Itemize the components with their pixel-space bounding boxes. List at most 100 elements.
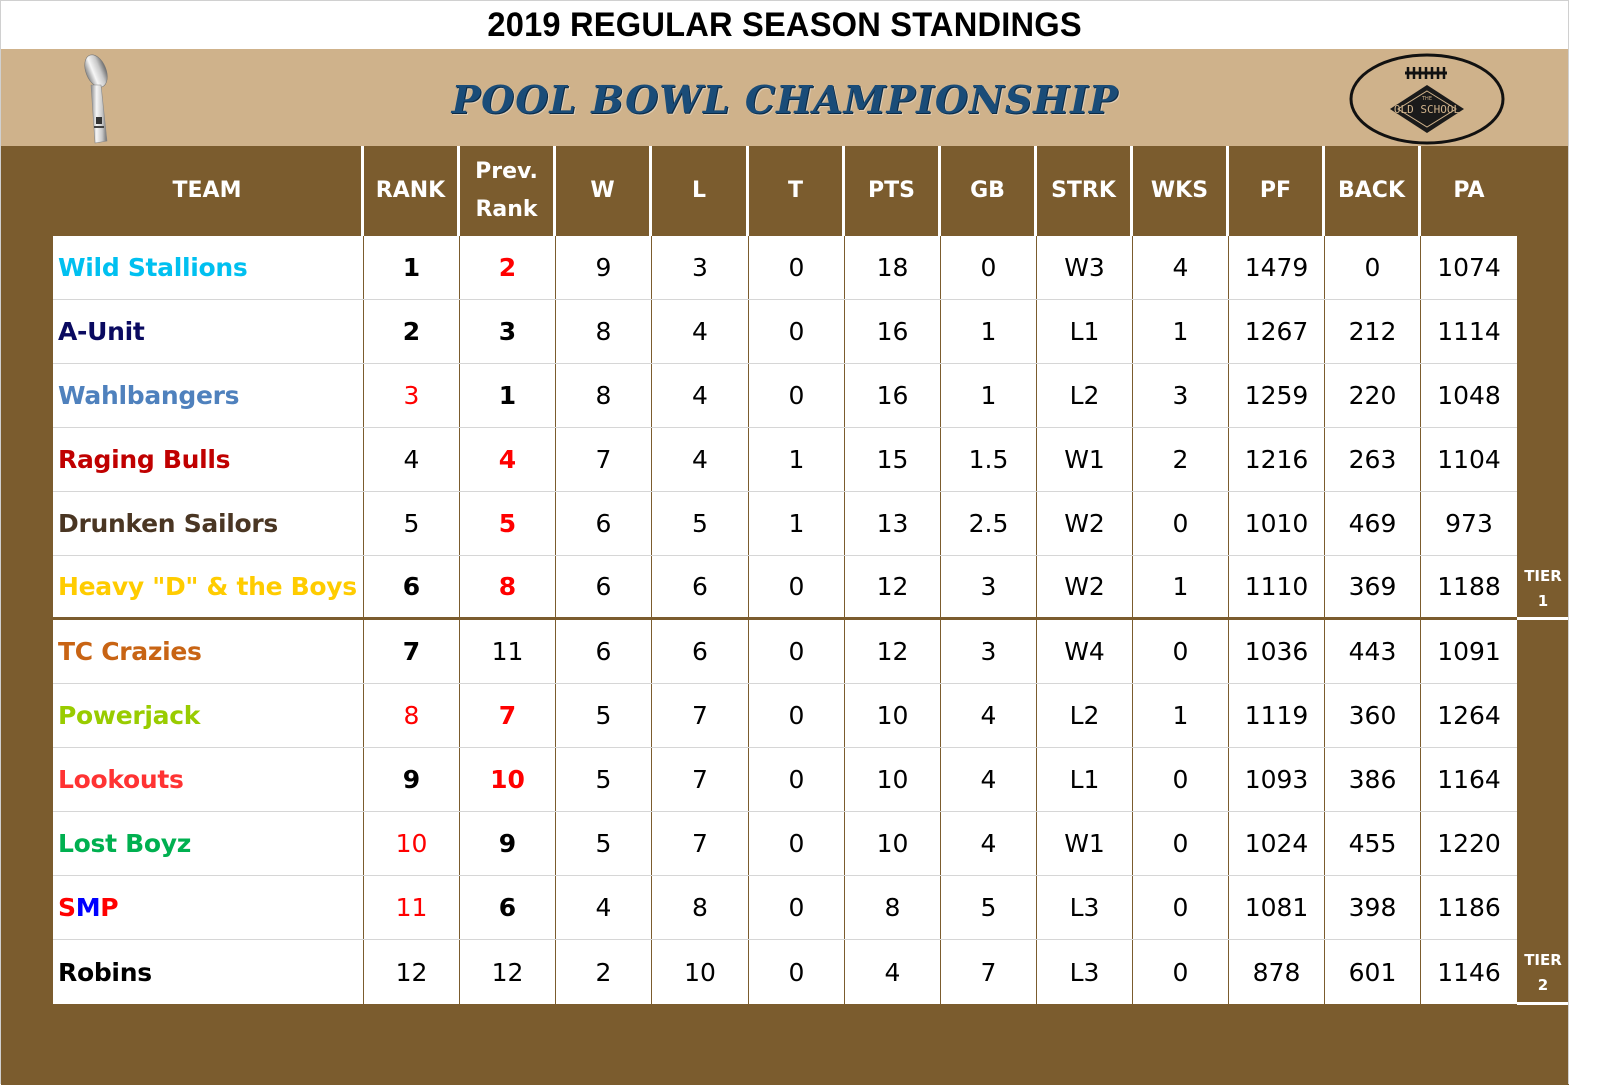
ties-cell: 1 xyxy=(749,492,845,555)
ties-cell: 0 xyxy=(749,236,845,299)
table-row[interactable]: Wahlbangers 3 1 8 4 0 16 1 L2 3 1259 220 1048 xyxy=(53,364,1517,428)
losses-cell: 7 xyxy=(652,684,749,747)
weeks-cell: 0 xyxy=(1133,940,1229,1004)
column-header-pf[interactable]: PF xyxy=(1229,146,1325,236)
points-against-cell: 1188 xyxy=(1437,572,1501,601)
prev-rank-cell: 12 xyxy=(460,940,556,1004)
table-row[interactable]: Lost Boyz 10 9 5 7 0 10 4 W1 0 1024 455 1220 xyxy=(53,812,1517,876)
column-header-wks[interactable]: WKS xyxy=(1133,146,1229,236)
streak-cell: L2 xyxy=(1037,684,1133,747)
streak-cell: W4 xyxy=(1037,620,1133,683)
back-cell: 263 xyxy=(1325,428,1421,491)
points-for-cell: 878 xyxy=(1229,940,1325,1004)
prev-rank-cell: 7 xyxy=(460,684,556,747)
points-for-cell: 1010 xyxy=(1229,492,1325,555)
ties-cell: 1 xyxy=(749,428,845,491)
column-header-prev-rank[interactable]: Prev. Rank xyxy=(460,146,556,236)
losses-cell: 5 xyxy=(652,492,749,555)
points-against-cell: 973 xyxy=(1445,509,1493,538)
team-name: Robins xyxy=(53,940,364,1004)
column-header-rank[interactable]: RANK xyxy=(364,146,460,236)
prev-rank-cell: 11 xyxy=(460,620,556,683)
points-cell: 12 xyxy=(845,556,941,617)
games-back-cell: 5 xyxy=(941,876,1037,939)
table-row[interactable]: Heavy "D" & the Boys 6 8 6 6 0 12 3 W2 1 1110 369 11… xyxy=(53,556,1517,620)
team-name: Wahlbangers xyxy=(53,364,364,427)
page-title: 2019 REGULAR SEASON STANDINGS xyxy=(487,5,1083,44)
tier-label-text: TIER xyxy=(1524,951,1562,969)
column-header-team[interactable]: TEAM xyxy=(53,146,364,236)
column-header-t[interactable]: T xyxy=(749,146,845,236)
weeks-cell: 0 xyxy=(1133,492,1229,555)
table-row[interactable]: Powerjack 8 7 5 7 0 10 4 L2 1 1119 360 1264 xyxy=(53,684,1517,748)
weeks-cell: 1 xyxy=(1133,300,1229,363)
header-label: WKS xyxy=(1150,178,1209,203)
weeks-cell: 4 xyxy=(1133,236,1229,299)
back-cell: 360 xyxy=(1325,684,1421,747)
table-row[interactable]: A-Unit 2 3 8 4 0 16 1 L1 1 1267 212 1114 xyxy=(53,300,1517,364)
streak-cell: L1 xyxy=(1037,300,1133,363)
games-back-cell: 0 xyxy=(941,236,1037,299)
wins-cell: 6 xyxy=(556,620,652,683)
table-row[interactable]: TC Crazies 7 11 6 6 0 12 3 W4 0 1036 443 1091 xyxy=(53,620,1517,684)
tier-label-text: TIER xyxy=(1524,567,1562,585)
wins-cell: 2 xyxy=(556,940,652,1004)
back-cell: 369 xyxy=(1325,556,1421,617)
table-row[interactable]: S M P 11 6 4 8 0 8 5 L3 0 1081 398 1186 xyxy=(53,876,1517,940)
weeks-cell: 1 xyxy=(1133,556,1229,617)
points-for-cell: 1036 xyxy=(1229,620,1325,683)
team-name: Wild Stallions xyxy=(53,236,364,299)
banner: POOL BOWL CHAMPIONSHIP THE OLD SCHOOL xyxy=(1,49,1569,146)
column-header-gb[interactable]: GB xyxy=(941,146,1037,236)
rank-cell: 5 xyxy=(364,492,460,555)
column-header-w[interactable]: W xyxy=(556,146,652,236)
losses-cell: 6 xyxy=(652,620,749,683)
column-header-pa[interactable]: PA xyxy=(1421,146,1517,236)
wins-cell: 8 xyxy=(556,300,652,363)
ties-cell: 0 xyxy=(749,684,845,747)
prev-rank-cell: 10 xyxy=(460,748,556,811)
column-header-strk[interactable]: STRK xyxy=(1037,146,1133,236)
wins-cell: 8 xyxy=(556,364,652,427)
rank-cell: 12 xyxy=(364,940,460,1004)
table-row[interactable]: Wild Stallions 1 2 9 3 0 18 0 W3 4 1479 0 1074 xyxy=(53,236,1517,300)
rank-cell: 4 xyxy=(364,428,460,491)
table-row[interactable]: Lookouts 9 10 5 7 0 10 4 L1 0 1093 386 1164 xyxy=(53,748,1517,812)
streak-cell: W1 xyxy=(1037,812,1133,875)
streak-cell: L3 xyxy=(1037,876,1133,939)
points-cell: 16 xyxy=(845,364,941,427)
weeks-cell: 0 xyxy=(1133,748,1229,811)
tier-label-number: 2 xyxy=(1537,976,1549,994)
points-for-cell: 1479 xyxy=(1229,236,1325,299)
games-back-cell: 3 xyxy=(941,620,1037,683)
prev-rank-cell: 8 xyxy=(460,556,556,617)
table-row[interactable]: Robins 12 12 2 10 0 4 7 L3 0 878 601 1146 xyxy=(53,940,1517,1004)
column-header-l[interactable]: L xyxy=(652,146,749,236)
column-header-pts[interactable]: PTS xyxy=(845,146,941,236)
prev-rank-cell: 1 xyxy=(460,364,556,427)
header-label: PTS xyxy=(868,178,915,203)
table-row[interactable]: Raging Bulls 4 4 7 4 1 15 1.5 W1 2 1216 263 1104 xyxy=(53,428,1517,492)
back-cell: 601 xyxy=(1325,940,1421,1004)
prev-rank-cell: 9 xyxy=(460,812,556,875)
points-against-cell: 1146 xyxy=(1437,957,1501,987)
header-label: W xyxy=(590,178,615,203)
back-cell: 469 xyxy=(1325,492,1421,555)
back-cell: 220 xyxy=(1325,364,1421,427)
ties-cell: 0 xyxy=(749,300,845,363)
weeks-cell: 0 xyxy=(1133,812,1229,875)
ties-cell: 0 xyxy=(749,748,845,811)
header-label: STRK xyxy=(1051,178,1116,203)
header-label: TEAM xyxy=(172,178,242,203)
table-row[interactable]: Drunken Sailors 5 5 6 5 1 13 2.5 W2 0 1010 469 973 xyxy=(53,492,1517,556)
header-label: L xyxy=(691,178,707,203)
svg-text:THE: THE xyxy=(1421,96,1432,102)
wins-cell: 5 xyxy=(556,748,652,811)
points-for-cell: 1259 xyxy=(1229,364,1325,427)
back-cell: 443 xyxy=(1325,620,1421,683)
rank-cell: 7 xyxy=(364,620,460,683)
column-header-back[interactable]: BACK xyxy=(1325,146,1421,236)
title-bar: 2019 REGULAR SEASON STANDINGS xyxy=(1,1,1569,49)
ties-cell: 0 xyxy=(749,556,845,617)
ties-cell: 0 xyxy=(749,876,845,939)
